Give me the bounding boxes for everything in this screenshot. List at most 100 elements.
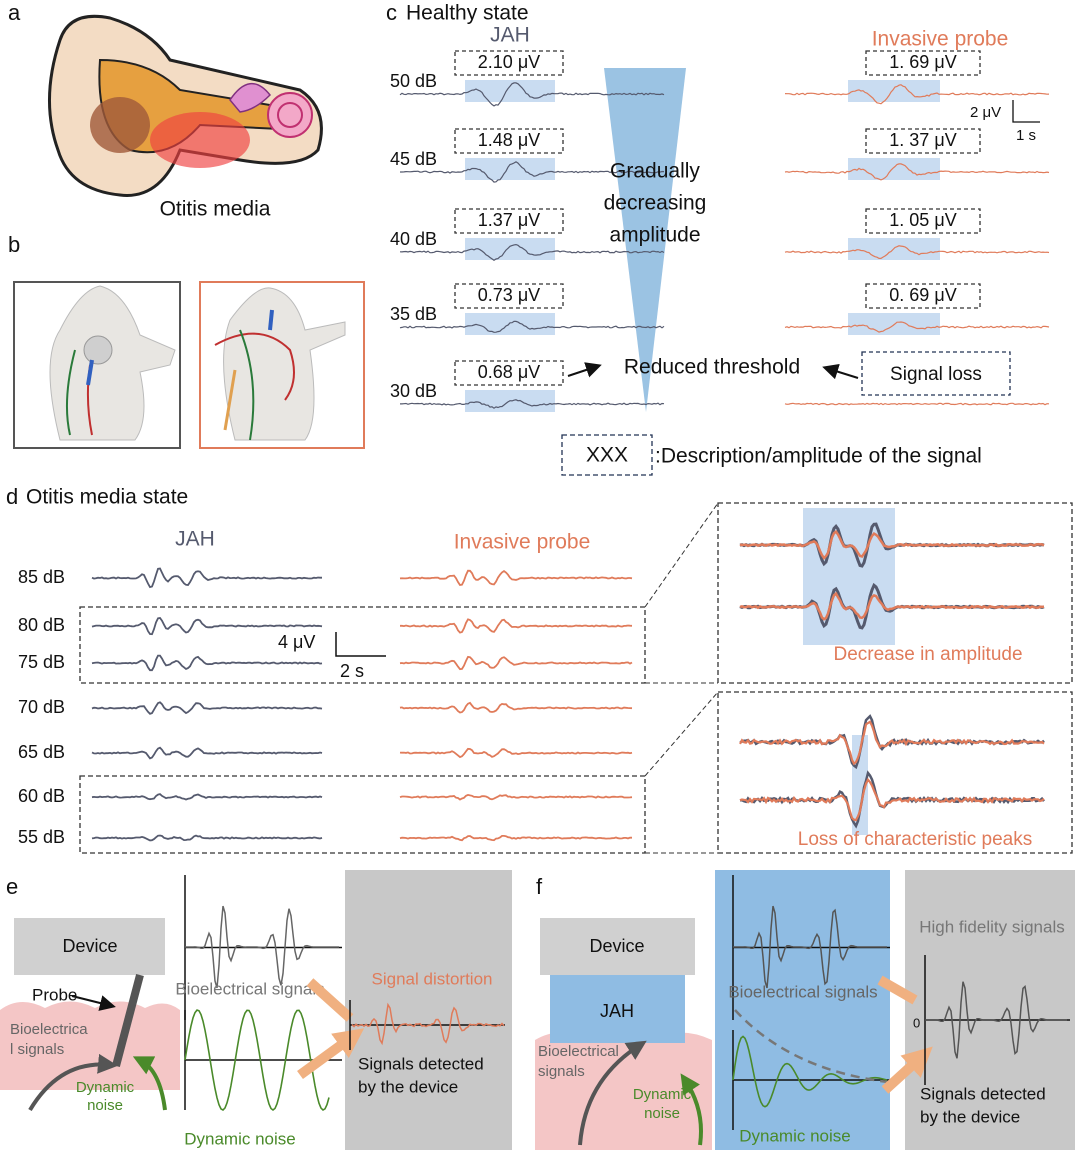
value-label: 0.68 μV xyxy=(478,362,540,382)
trace xyxy=(399,701,633,714)
label: a xyxy=(8,0,21,25)
trace xyxy=(400,399,665,409)
trace xyxy=(399,747,633,759)
arrow xyxy=(28,1053,118,1112)
trace xyxy=(739,720,1045,766)
label: Signals detected xyxy=(920,1084,1046,1103)
label: Bioelectrical signals xyxy=(175,979,324,998)
jah-signal-box xyxy=(715,870,890,1150)
highlight xyxy=(803,508,895,645)
level-label: 40 dB xyxy=(390,229,437,249)
trace xyxy=(739,529,1045,561)
tissue xyxy=(535,1032,712,1150)
trace xyxy=(784,245,1050,259)
value-box xyxy=(454,50,564,76)
trace xyxy=(91,654,323,672)
jah-layer xyxy=(550,975,685,1043)
rat-photo xyxy=(214,287,346,441)
label: Bioelectrical xyxy=(538,1043,619,1060)
trace xyxy=(784,84,1050,105)
label: 2 s xyxy=(340,661,364,681)
device-label: Device xyxy=(589,936,644,956)
trace xyxy=(399,320,665,333)
label: Dynamic noise xyxy=(184,1129,296,1148)
value-box xyxy=(454,208,564,234)
level-label: 75 dB xyxy=(18,652,65,672)
pointer xyxy=(567,362,602,378)
arrow-text: amplitude xyxy=(609,224,700,247)
panel-title: Otitis media state xyxy=(26,486,188,509)
arrow xyxy=(680,1073,703,1146)
level-label: 45 dB xyxy=(390,149,437,169)
arrow-text: decreasing xyxy=(604,192,707,215)
label: noise xyxy=(87,1097,123,1114)
label: c xyxy=(386,0,397,25)
highlight xyxy=(465,313,555,335)
level-label: 35 dB xyxy=(390,304,437,324)
trace xyxy=(400,161,665,183)
label: Dynamic xyxy=(76,1079,135,1096)
label: b xyxy=(8,232,20,257)
scale-bar xyxy=(335,632,386,657)
value-label: 1. 37 μV xyxy=(889,130,956,150)
zoom-box xyxy=(717,502,1073,684)
label: Signal distortion xyxy=(372,969,493,988)
value-box xyxy=(454,360,564,386)
label: Bioelectrical signals xyxy=(728,982,877,1001)
device-label: Device xyxy=(62,936,117,956)
trace xyxy=(399,835,632,842)
annotation: Decrease in amplitude xyxy=(833,644,1022,665)
label: 1 s xyxy=(1016,127,1036,144)
panel-title: Healthy state xyxy=(406,2,529,25)
detected-box xyxy=(345,870,512,1150)
level-label: 55 dB xyxy=(18,827,65,847)
value-label: 1. 69 μV xyxy=(889,52,956,72)
label: 0 xyxy=(913,1015,920,1030)
column-title: Invasive probe xyxy=(454,531,591,554)
signal-loss-box xyxy=(861,351,1011,396)
value-label: 2.10 μV xyxy=(478,52,540,72)
trace xyxy=(399,793,633,801)
column-title: Invasive probe xyxy=(872,28,1009,51)
value-box xyxy=(865,208,981,234)
legend-box xyxy=(561,434,653,476)
value-box xyxy=(865,50,981,76)
column-title: JAH xyxy=(490,24,530,47)
level-label: 30 dB xyxy=(390,381,437,401)
legend-label: XXX xyxy=(586,444,628,467)
value-label: 0.73 μV xyxy=(478,285,540,305)
merge-arrow xyxy=(297,978,350,1080)
value-box xyxy=(865,128,981,154)
clean-signal xyxy=(925,981,1067,1059)
probe xyxy=(112,973,144,1068)
level-label: 70 dB xyxy=(18,697,65,717)
annotation: Reduced threshold xyxy=(624,356,800,379)
trace xyxy=(400,618,633,634)
level-label: 60 dB xyxy=(18,786,65,806)
detected-box xyxy=(905,870,1075,1150)
caption: Otitis media xyxy=(160,198,271,221)
bio-signal xyxy=(185,905,339,989)
bio-signal xyxy=(733,905,887,989)
noise-signal xyxy=(184,1009,330,1112)
zoom-box xyxy=(717,691,1073,854)
connector xyxy=(644,502,719,854)
noise-signal xyxy=(732,1035,888,1108)
value-label: 1. 05 μV xyxy=(889,210,956,230)
label: Signals detected xyxy=(358,1054,484,1073)
value-box xyxy=(865,283,981,309)
label: f xyxy=(536,874,543,899)
label: l signals xyxy=(10,1041,64,1058)
trace xyxy=(739,591,1045,621)
decrease-arrow xyxy=(604,68,686,412)
label: e xyxy=(6,874,18,899)
trace xyxy=(399,569,633,586)
trace xyxy=(91,701,323,715)
trace xyxy=(91,793,323,801)
highlight xyxy=(465,80,555,102)
arrow xyxy=(132,1056,167,1111)
label: High fidelity signals xyxy=(919,917,1065,936)
label: Dynamic noise xyxy=(739,1126,851,1145)
legend-text: :Description/amplitude of the signal xyxy=(655,445,982,468)
